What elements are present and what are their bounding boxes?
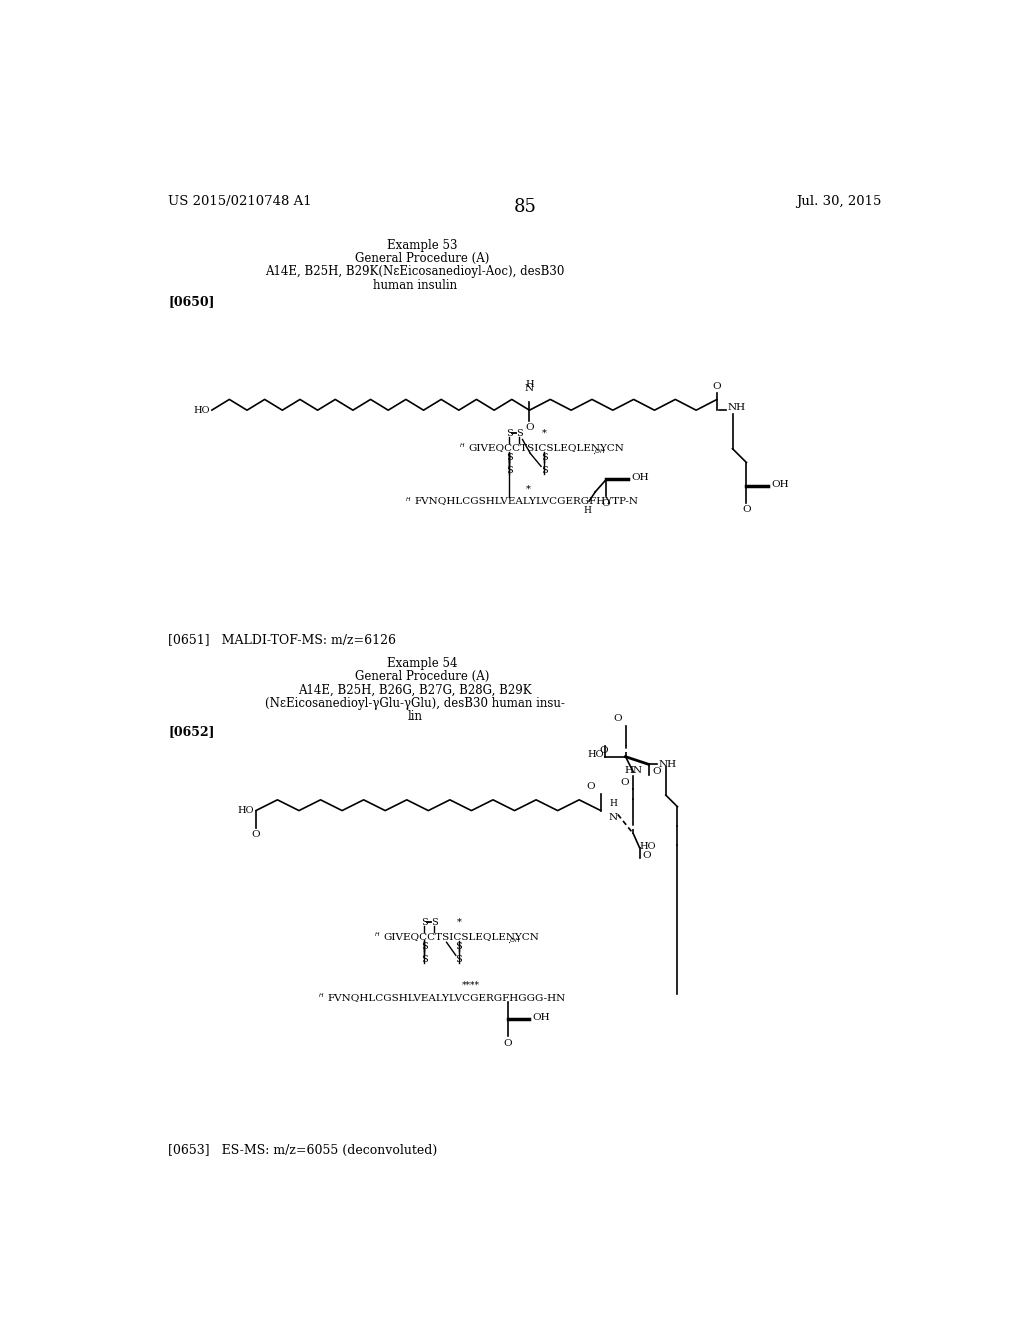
Text: $^{H}$: $^{H}$ (404, 498, 411, 506)
Text: FVNQHLCGSHLVEALYLVCGERGFHYTP-N: FVNQHLCGSHLVEALYLVCGERGFHYTP-N (414, 496, 638, 506)
Text: S: S (456, 954, 462, 964)
Text: O: O (643, 850, 651, 859)
Text: GIVEQCCTSICSLEQLENYCN: GIVEQCCTSICSLEQLENYCN (383, 932, 539, 941)
Text: H: H (609, 800, 617, 808)
Text: HN: HN (625, 766, 642, 775)
Text: S: S (506, 466, 513, 475)
Text: S: S (421, 942, 427, 952)
Text: [0652]: [0652] (168, 725, 215, 738)
Text: S: S (541, 466, 548, 475)
Text: HO: HO (640, 842, 656, 850)
Text: human insulin: human insulin (373, 279, 457, 292)
Text: O: O (586, 783, 595, 792)
Text: GIVEQCCTSICSLEQLENYCN: GIVEQCCTSICSLEQLENYCN (468, 442, 624, 451)
Text: S: S (421, 917, 427, 927)
Text: S: S (541, 454, 548, 462)
Text: O: O (525, 424, 534, 432)
Text: S: S (456, 942, 462, 952)
Text: OH: OH (532, 1014, 550, 1022)
Text: $^{H}$: $^{H}$ (459, 444, 465, 451)
Text: HO: HO (194, 405, 210, 414)
Text: OH: OH (631, 474, 648, 482)
Text: HO: HO (588, 750, 604, 759)
Text: Example 54: Example 54 (387, 657, 458, 671)
Text: N: N (608, 813, 617, 822)
Text: [0653]   ES-MS: m/z=6055 (deconvoluted): [0653] ES-MS: m/z=6055 (deconvoluted) (168, 1144, 437, 1158)
Text: lin: lin (408, 710, 422, 723)
Text: S: S (421, 954, 427, 964)
Text: *: * (542, 429, 547, 438)
Text: H: H (525, 380, 534, 389)
Text: S: S (506, 454, 513, 462)
Text: O: O (252, 830, 260, 838)
Text: General Procedure (A): General Procedure (A) (355, 671, 489, 684)
Text: S: S (431, 917, 437, 927)
Text: [0650]: [0650] (168, 294, 215, 308)
Text: O: O (652, 767, 660, 776)
Text: O: O (713, 381, 721, 391)
Text: A14E, B25H, B26G, B27G, B28G, B29K: A14E, B25H, B26G, B27G, B28G, B29K (298, 684, 531, 697)
Text: Jul. 30, 2015: Jul. 30, 2015 (796, 195, 882, 209)
Text: S: S (506, 429, 513, 438)
Text: [0651]   MALDI-TOF-MS: m/z=6126: [0651] MALDI-TOF-MS: m/z=6126 (168, 634, 396, 647)
Text: General Procedure (A): General Procedure (A) (355, 252, 489, 265)
Text: O: O (602, 499, 610, 508)
Text: 85: 85 (513, 198, 537, 216)
Text: A14E, B25H, B29K(NεEicosanedioyl-Aoc), desB30: A14E, B25H, B29K(NεEicosanedioyl-Aoc), d… (265, 265, 564, 279)
Text: N: N (525, 384, 534, 393)
Text: (NεEicosanedioyl-γGlu-γGlu), desB30 human insu-: (NεEicosanedioyl-γGlu-γGlu), desB30 huma… (265, 697, 564, 710)
Text: FVNQHLCGSHLVEALYLVCGERGFHGGG-HN: FVNQHLCGSHLVEALYLVCGERGFHGGG-HN (328, 993, 565, 1002)
Text: O: O (599, 746, 608, 755)
Text: $\cdot^{OH}$: $\cdot^{OH}$ (507, 937, 521, 946)
Text: NH: NH (728, 403, 745, 412)
Text: S: S (516, 429, 522, 438)
Text: $\cdot^{OH}$: $\cdot^{OH}$ (592, 449, 607, 458)
Text: O: O (613, 714, 622, 723)
Text: US 2015/0210748 A1: US 2015/0210748 A1 (168, 195, 312, 209)
Text: Example 53: Example 53 (387, 239, 458, 252)
Text: ****: **** (462, 981, 480, 990)
Text: O: O (504, 1039, 512, 1048)
Text: *: * (526, 484, 531, 494)
Text: OH: OH (771, 479, 788, 488)
Text: *: * (457, 917, 462, 927)
Text: O: O (621, 779, 630, 788)
Text: HO: HO (238, 807, 254, 814)
Text: $^{H}$: $^{H}$ (317, 994, 324, 1002)
Text: NH: NH (658, 760, 676, 768)
Text: O: O (742, 506, 751, 513)
Text: $^{H}$: $^{H}$ (374, 932, 380, 940)
Text: H: H (584, 506, 592, 515)
